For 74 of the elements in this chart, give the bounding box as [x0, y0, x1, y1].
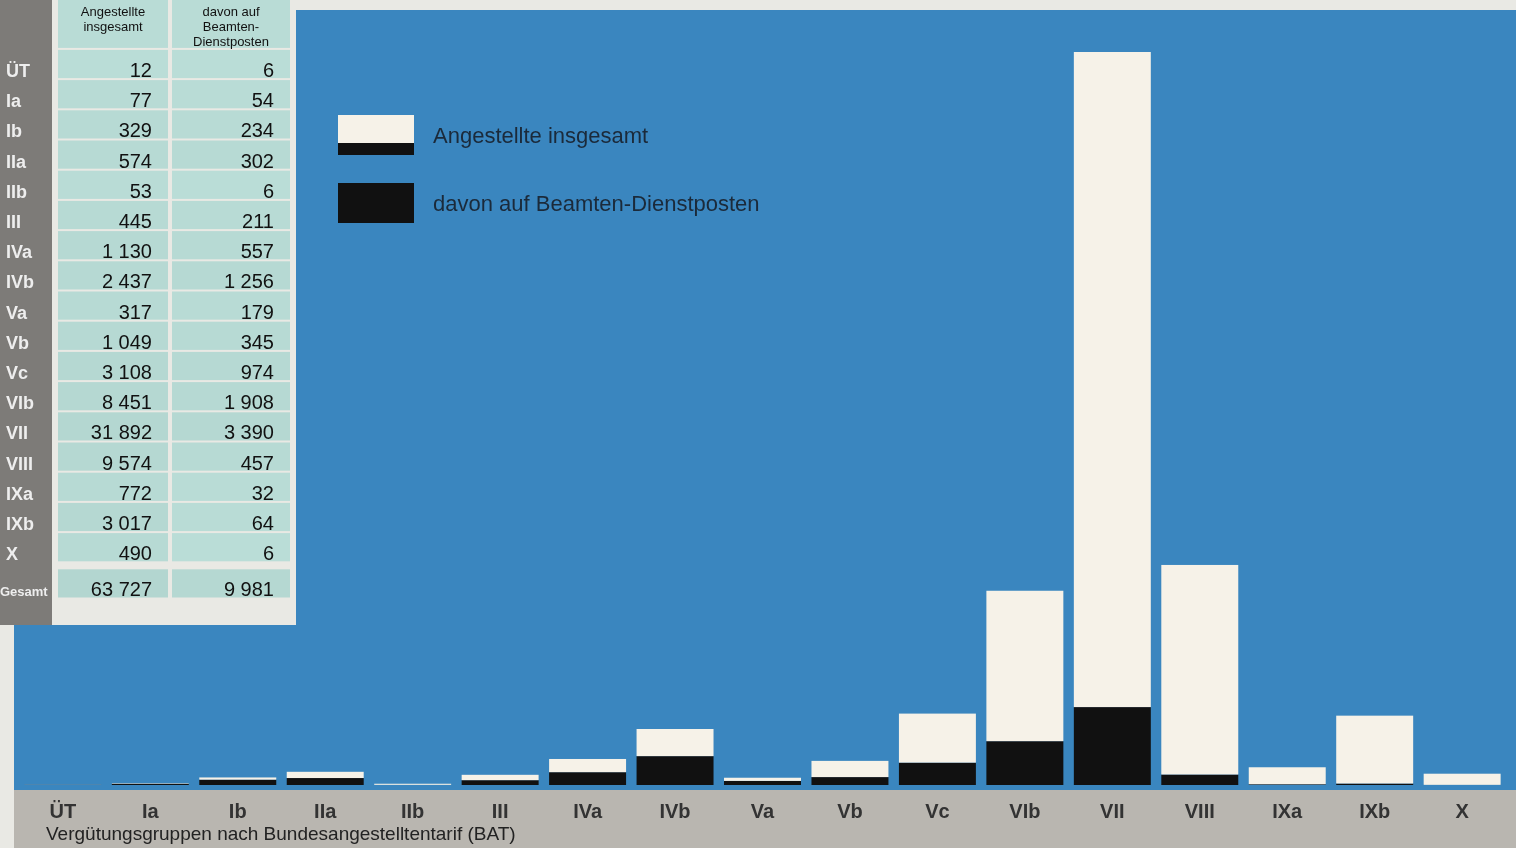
data-label: 6 [262, 59, 274, 81]
y-tick-label: VII [6, 423, 29, 444]
data-label: 445 [118, 210, 152, 232]
y-tick-label: ÜT [6, 61, 30, 81]
data-label: 772 [118, 481, 152, 504]
y-tick-label: Vb [6, 332, 30, 353]
x-tick-label: IIa [314, 800, 338, 822]
data-label: 3 108 [101, 361, 152, 383]
data-label: 6 [262, 179, 274, 202]
data-label: 3 017 [101, 512, 152, 534]
x-tick-label: Vb [837, 800, 863, 822]
y-tick-label: IVa [6, 242, 34, 263]
data-label: 54 [251, 89, 274, 112]
y-tick-label: VIII [6, 453, 34, 474]
x-tick-label: IXb [1359, 800, 1391, 822]
data-label: 974 [240, 361, 274, 383]
y-tick-label: IVb [6, 272, 35, 293]
data-label: 6 [262, 542, 274, 565]
x-tick-label: VII [1100, 800, 1125, 822]
x-tick-label: IVb [659, 800, 691, 822]
data-label: 3 390 [223, 421, 274, 444]
x-axis-title: Vergütungsgruppen nach Bundesangestelltentarif (BAT) [46, 823, 516, 844]
data-label: 302 [240, 149, 274, 172]
data-label: 12 [129, 59, 152, 81]
y-tick-label: IIa [6, 151, 27, 172]
data-label: 77 [129, 89, 152, 112]
data-label: 211 [242, 210, 274, 232]
data-label: 317 [118, 300, 152, 323]
x-tick-label: III [491, 800, 509, 822]
y-tick-label: IXa [6, 483, 35, 504]
legend-label: davon auf Beamten-Dienstposten [433, 191, 760, 216]
x-tick-label: Vc [925, 800, 950, 822]
data-label: 1 908 [223, 391, 274, 414]
y-tick-label: Ib [6, 121, 22, 142]
data-label: 574 [118, 149, 152, 172]
y-tick-label: Ia [6, 91, 22, 112]
y-tick-label: III [6, 212, 22, 232]
data-label: 9 574 [101, 451, 152, 474]
y-tick-label: VIb [6, 393, 35, 414]
data-label: 1 049 [101, 330, 152, 353]
y-tick-label: Gesamt [0, 584, 49, 600]
x-tick-label: IVa [573, 800, 603, 822]
data-label: 179 [240, 300, 274, 323]
data-label: 557 [240, 240, 274, 263]
data-label: 329 [118, 119, 152, 142]
y-tick-label: Vc [6, 363, 29, 383]
data-label: 8 451 [101, 391, 152, 414]
data-label: 490 [118, 542, 152, 565]
data-label: 2 437 [101, 270, 152, 293]
y-tick-label: IXb [6, 514, 35, 534]
x-tick-label: IIb [401, 800, 425, 822]
x-tick-label: Va [750, 800, 776, 822]
x-tick-label: Ia [141, 800, 160, 822]
data-label: 9 981 [223, 578, 274, 601]
data-label: 457 [240, 451, 274, 474]
data-label: 63 727 [90, 578, 152, 601]
y-tick-label: Va [6, 302, 29, 323]
data-label: 32 [251, 481, 274, 504]
x-tick-label: Ib [228, 800, 247, 822]
y-tick-label: X [6, 544, 19, 565]
data-label: 1 256 [223, 270, 274, 293]
data-label: 234 [240, 119, 274, 142]
data-label: 31 892 [90, 421, 152, 444]
data-label: 1 130 [101, 240, 152, 263]
legend-label: Angestellte insgesamt [433, 123, 649, 148]
data-label: 64 [251, 512, 274, 534]
x-tick-label: ÜT [49, 800, 77, 822]
data-label: 345 [240, 330, 274, 353]
x-tick-label: X [1455, 800, 1470, 822]
data-label: 53 [129, 179, 152, 202]
y-tick-label: IIb [6, 181, 27, 202]
x-tick-label: VIII [1184, 800, 1215, 822]
x-tick-label: IXa [1272, 800, 1304, 822]
x-tick-label: VIb [1009, 800, 1041, 822]
